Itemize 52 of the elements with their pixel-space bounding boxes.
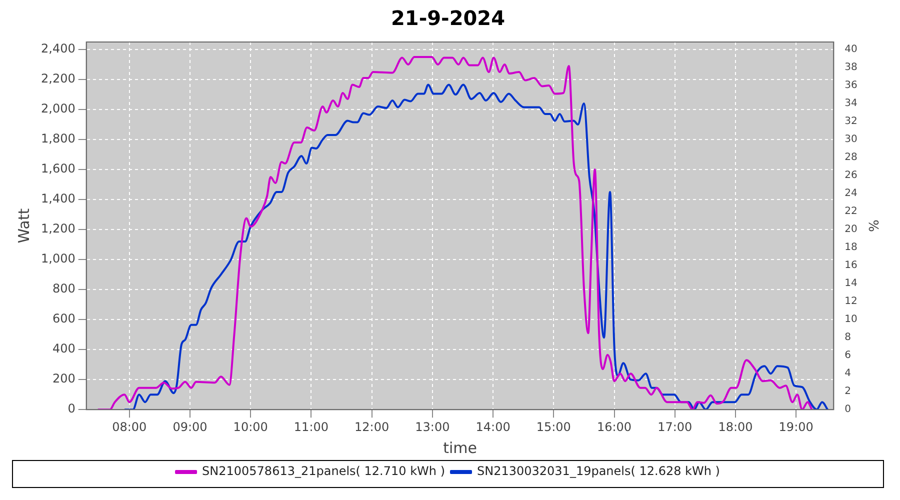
y2-tick-label: 14 xyxy=(844,278,858,290)
y-tick-label: 1,200 xyxy=(40,222,76,236)
y2-tick-label: 40 xyxy=(844,44,858,55)
y2-tick-label: 36 xyxy=(844,80,858,91)
y2-tick-label: 10 xyxy=(844,314,858,326)
x-tick-label: 09:00 xyxy=(172,420,208,434)
y-tick-label: 200 xyxy=(52,372,76,386)
y2-tick-label: 20 xyxy=(844,224,858,235)
y2-tick-label: 24 xyxy=(844,188,858,199)
y2-tick-label: 18 xyxy=(844,242,858,254)
x-tick-label: 13:00 xyxy=(415,420,450,434)
x-tick-label: 14:00 xyxy=(476,420,510,434)
y2-tick-label: 16 xyxy=(844,260,858,272)
y-tick-label: 1,000 xyxy=(40,252,76,266)
x-tick-label: 11:00 xyxy=(294,420,329,434)
x-axis-title: time xyxy=(443,438,477,457)
y-tick-label: 400 xyxy=(52,342,76,356)
y2-tick-label: 32 xyxy=(844,116,858,127)
x-tick-label: 17:00 xyxy=(658,420,692,434)
y2-tick-label: 22 xyxy=(844,206,858,217)
x-tick-label: 15:00 xyxy=(536,420,571,434)
y-tick-label: 600 xyxy=(52,312,76,326)
y2-tick-label: 38 xyxy=(844,62,858,73)
y2-tick-label: 4 xyxy=(844,368,852,380)
y2-tick-label: 6 xyxy=(844,350,852,362)
y2-tick-label: 30 xyxy=(844,134,858,145)
y2-axis-title: % xyxy=(864,220,880,232)
y2-tick-label: 34 xyxy=(844,98,858,109)
legend-label: SN2130032031_19panels( 12.628 kWh ) xyxy=(477,464,720,478)
x-tick-label: 18:00 xyxy=(718,420,753,434)
y2-tick-label: 2 xyxy=(844,386,852,398)
legend-label: SN2100578613_21panels( 12.710 kWh ) xyxy=(202,464,446,478)
y-tick-label: 2,000 xyxy=(40,102,76,116)
y2-tick-label: 26 xyxy=(844,170,858,181)
y-tick-label: 1,600 xyxy=(40,162,76,176)
y-tick-label: 1,800 xyxy=(40,132,76,146)
chart-title: 21-9-2024 xyxy=(390,6,506,30)
x-tick-label: 19:00 xyxy=(778,420,814,434)
y-tick-label: 2,200 xyxy=(40,72,76,86)
y-tick-label: 2,400 xyxy=(40,42,76,56)
y2-tick-label: 8 xyxy=(844,332,852,344)
y-tick-label: 0 xyxy=(68,402,76,416)
x-tick-label: 08:00 xyxy=(112,420,147,434)
x-tick-label: 10:00 xyxy=(233,420,268,434)
y2-tick-label: 12 xyxy=(844,296,858,308)
x-tick-label: 12:00 xyxy=(354,420,390,434)
y2-tick-label: 0 xyxy=(844,404,852,416)
y-tick-label: 800 xyxy=(52,282,76,296)
y-tick-label: 1,400 xyxy=(40,192,76,206)
x-tick-label: 16:00 xyxy=(596,420,632,434)
y2-tick-label: 28 xyxy=(844,152,858,163)
y-axis-title: Watt xyxy=(14,208,33,244)
